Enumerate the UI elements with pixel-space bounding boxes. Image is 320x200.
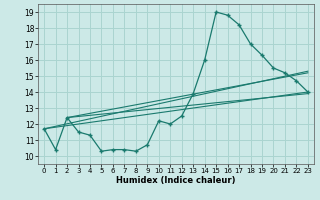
X-axis label: Humidex (Indice chaleur): Humidex (Indice chaleur) (116, 176, 236, 185)
